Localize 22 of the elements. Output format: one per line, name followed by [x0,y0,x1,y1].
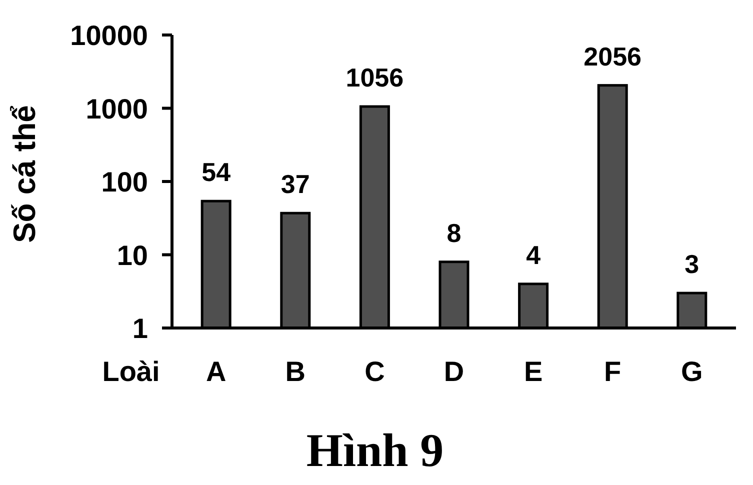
y-tick-label: 10 [116,240,148,271]
x-tick-label: F [604,356,622,387]
x-tick-label: G [681,356,703,387]
data-label: 54 [202,157,232,188]
data-label: 1056 [346,62,404,93]
y-tick-label: 1000 [86,93,148,124]
y-tick-label: 100 [101,166,148,198]
x-tick-label: A [206,356,226,387]
x-tick-label: C [364,356,385,387]
data-label: 2056 [584,41,642,72]
y-tick-label: 10000 [70,20,148,52]
x-axis-title: Loài [102,356,160,387]
x-tick-label: D [444,356,464,387]
x-tick-label: B [285,356,306,387]
y-tick-label: 1 [132,313,148,344]
data-label: 4 [526,240,542,270]
data-label: 8 [446,218,462,248]
data-label: 37 [280,169,310,200]
x-tick-label: E [524,356,543,387]
data-label: 3 [684,249,700,280]
y-axis-title: Số cá thể [7,105,42,243]
text: Hình 9 [306,425,444,477]
